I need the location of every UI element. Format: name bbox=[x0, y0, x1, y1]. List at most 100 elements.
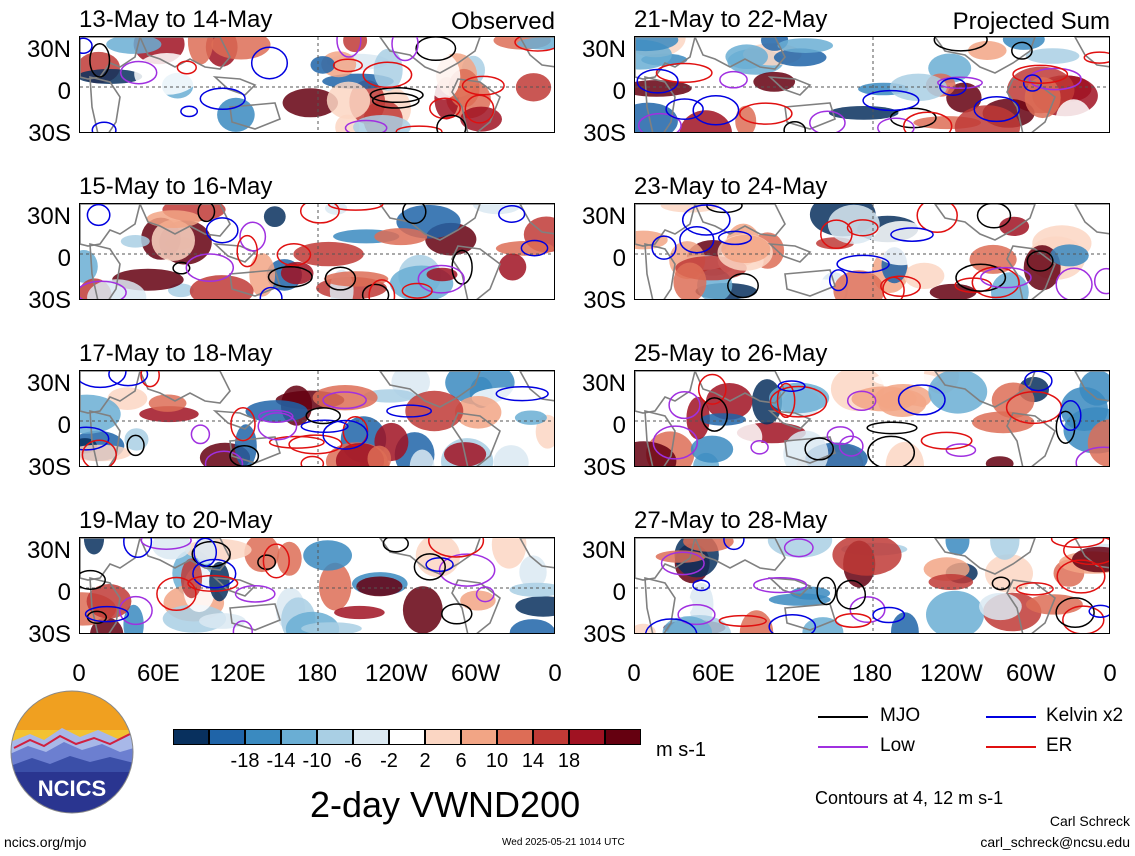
kelvin-contour bbox=[180, 105, 199, 118]
kelvin-contour bbox=[84, 605, 130, 623]
coastline bbox=[379, 371, 481, 408]
low-contour bbox=[945, 443, 977, 457]
mjo-contour bbox=[371, 92, 420, 109]
coastline bbox=[451, 412, 501, 466]
longitude-label: 120E bbox=[209, 660, 266, 687]
wind-anomaly-shading bbox=[968, 41, 1007, 60]
er-contour bbox=[332, 58, 363, 73]
map-canvas bbox=[635, 371, 1109, 466]
wind-anomaly-shading bbox=[885, 441, 924, 466]
mjo-contour bbox=[369, 86, 424, 104]
kelvin-contour bbox=[199, 87, 246, 111]
ncics-logo-graphic: NCICS bbox=[10, 690, 134, 814]
coastline bbox=[229, 603, 281, 631]
er-contour bbox=[461, 75, 505, 96]
er-contour bbox=[268, 435, 325, 449]
low-contour bbox=[336, 37, 362, 58]
wind-anomaly-shading bbox=[485, 58, 516, 96]
coastline bbox=[451, 78, 501, 132]
coastline bbox=[80, 204, 141, 247]
coastline bbox=[519, 371, 554, 402]
coastline bbox=[212, 76, 257, 96]
low-contour bbox=[652, 425, 699, 460]
low-contour bbox=[719, 70, 748, 89]
wind-anomaly-shading bbox=[146, 210, 201, 228]
wind-anomaly-shading bbox=[517, 37, 554, 50]
low-contour bbox=[838, 435, 864, 457]
kelvin-contour bbox=[679, 225, 715, 254]
er-contour bbox=[916, 204, 958, 234]
panel-tag: Projected Sum bbox=[952, 8, 1110, 35]
coastline bbox=[635, 538, 696, 581]
kelvin-contour bbox=[636, 68, 679, 94]
low-contour bbox=[232, 620, 253, 633]
colorbar-swatch bbox=[281, 729, 317, 745]
longitude-label: 0 bbox=[72, 660, 86, 687]
wind-anomaly-shading bbox=[509, 582, 554, 597]
colorbar-swatch bbox=[497, 729, 533, 745]
panel-title: 23-May to 24-May bbox=[634, 173, 828, 200]
latitude-label: 0 bbox=[612, 412, 626, 439]
wind-anomaly-shading bbox=[851, 386, 917, 412]
kelvin-contour bbox=[777, 380, 806, 392]
latitude-label: 30S bbox=[583, 454, 626, 481]
wind-anomaly-shading bbox=[926, 590, 984, 633]
panel-title: 15-May to 16-May bbox=[79, 173, 273, 200]
wind-anomaly-shading bbox=[635, 230, 668, 250]
coastline bbox=[694, 37, 786, 70]
longitude-label: 120E bbox=[764, 660, 821, 687]
coastline bbox=[139, 204, 231, 237]
wind-anomaly-shading bbox=[124, 428, 149, 451]
wind-anomaly-shading bbox=[999, 216, 1030, 236]
panel-tag: Observed bbox=[450, 8, 555, 35]
er-contour bbox=[81, 439, 117, 466]
low-contour bbox=[753, 576, 808, 594]
low-contour bbox=[1055, 267, 1093, 299]
wind-anomaly-shading bbox=[509, 619, 554, 633]
wind-anomaly-shading bbox=[426, 267, 458, 282]
wind-anomaly-shading bbox=[263, 206, 286, 227]
low-contour bbox=[1075, 446, 1109, 466]
wind-anomaly-shading bbox=[945, 538, 970, 556]
low-contour bbox=[846, 390, 877, 411]
er-contour bbox=[655, 62, 713, 84]
latitude-label: 0 bbox=[612, 245, 626, 272]
coastline bbox=[379, 204, 481, 241]
mjo-contour bbox=[413, 553, 446, 581]
kelvin-contour bbox=[520, 239, 549, 257]
coastline bbox=[644, 576, 676, 633]
wind-anomaly-shading bbox=[827, 204, 880, 244]
longitude-label: 120W bbox=[364, 660, 428, 687]
low-contour bbox=[140, 538, 192, 550]
wind-anomaly-shading bbox=[402, 586, 443, 633]
wind-anomaly-shading bbox=[405, 390, 464, 432]
er-contour bbox=[920, 431, 973, 450]
wind-anomaly-shading bbox=[493, 445, 529, 466]
mjo-contour bbox=[1055, 597, 1095, 629]
mjo-contour bbox=[816, 576, 837, 606]
coastline bbox=[519, 538, 554, 569]
wind-anomaly-shading bbox=[303, 540, 352, 571]
latitude-label: 30S bbox=[28, 621, 71, 648]
latitude-label: 0 bbox=[57, 412, 71, 439]
panel-title: 13-May to 14-May bbox=[79, 6, 273, 33]
map-canvas bbox=[80, 371, 554, 466]
latitude-label: 0 bbox=[612, 78, 626, 105]
wind-anomaly-shading bbox=[1025, 48, 1080, 64]
mjo-contour bbox=[700, 397, 729, 432]
kelvin-contour bbox=[1059, 399, 1082, 432]
kelvin-contour bbox=[322, 419, 369, 450]
wind-anomaly-shading bbox=[468, 279, 535, 299]
coastline bbox=[767, 243, 812, 263]
wind-anomaly-shading bbox=[1055, 99, 1092, 132]
legend-kelvin-label: Kelvin x2 bbox=[1046, 705, 1124, 726]
wind-anomaly-shading bbox=[83, 538, 105, 555]
mjo-contour bbox=[324, 266, 357, 291]
colorbar-swatch bbox=[605, 729, 641, 745]
mjo-contour bbox=[267, 266, 313, 288]
er-contour bbox=[902, 111, 953, 132]
wind-anomaly-shading bbox=[491, 538, 527, 569]
legend-mjo-label: MJO bbox=[880, 705, 921, 726]
longitude-label: 60W bbox=[1005, 660, 1056, 687]
colorbar-label: -14 bbox=[266, 750, 296, 772]
